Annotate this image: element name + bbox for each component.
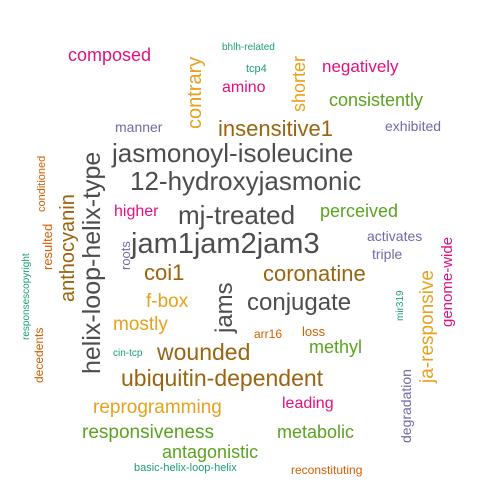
word-degradation: degradation <box>398 369 414 443</box>
word-composed: composed <box>68 45 152 65</box>
word-responsiveness: responsiveness <box>82 422 215 443</box>
word-conjugate: conjugate <box>247 289 352 316</box>
word-coronatine: coronatine <box>263 261 366 286</box>
word-f-box: f-box <box>146 291 189 312</box>
word-coi1: coi1 <box>144 260 185 285</box>
word-jam1jam2jam3: jam1jam2jam3 <box>131 228 320 260</box>
word-reprogramming: reprogramming <box>93 397 222 418</box>
word-jasmonoyl-isoleucine: jasmonoyl-isoleucine <box>112 138 354 168</box>
word-bhlh-related: bhlh-related <box>222 42 275 53</box>
word-amino: amino <box>222 79 266 96</box>
word-jams: jams <box>211 282 238 333</box>
word-mj-treated: mj-treated <box>178 200 296 230</box>
word-manner: manner <box>115 119 163 135</box>
word-consistently: consistently <box>329 90 424 110</box>
word-perceived: perceived <box>320 201 399 221</box>
word-exhibited: exhibited <box>385 118 442 134</box>
word-higher: higher <box>114 203 159 220</box>
word-arr16: arr16 <box>254 327 283 341</box>
word-tcp4: tcp4 <box>246 63 267 75</box>
word-shorter: shorter <box>289 55 309 112</box>
word-roots: roots <box>118 241 133 270</box>
word-wounded: wounded <box>157 339 251 365</box>
word-insensitive1: insensitive1 <box>218 116 333 141</box>
word-ja-responsive: ja-responsive <box>417 270 438 383</box>
word-contrary: contrary <box>184 56 206 129</box>
word-methyl: methyl <box>309 337 363 357</box>
word-basic-helix-loop-helix: basic-helix-loop-helix <box>134 462 237 474</box>
word-metabolic: metabolic <box>277 422 355 442</box>
word-antagonistic: antagonistic <box>162 442 259 462</box>
word-conditioned: conditioned <box>36 155 48 212</box>
word-12-hydroxyjasmonic: 12-hydroxyjasmonic <box>130 166 362 196</box>
word-cin-tcp: cin-tcp <box>113 348 143 359</box>
word-responsescopyright: responsescopyright <box>21 253 32 340</box>
word-mir319: mir319 <box>395 290 406 321</box>
word-decedents: decedents <box>32 327 46 383</box>
word-helix-loop-helix-type: helix-loop-helix-type <box>78 151 106 374</box>
word-loss: loss <box>302 324 326 339</box>
word-genome-wide: genome-wide <box>439 236 456 327</box>
word-resulted: resulted <box>40 223 55 270</box>
word-ubiquitin-dependent: ubiquitin-dependent <box>121 365 324 391</box>
word-leading: leading <box>282 395 334 412</box>
word-reconstituting: reconstituting <box>291 463 363 477</box>
word-triple: triple <box>372 246 403 262</box>
word-mostly: mostly <box>113 314 168 335</box>
word-activates: activates <box>367 228 423 244</box>
word-negatively: negatively <box>322 57 399 76</box>
word-anthocyanin: anthocyanin <box>57 194 79 302</box>
